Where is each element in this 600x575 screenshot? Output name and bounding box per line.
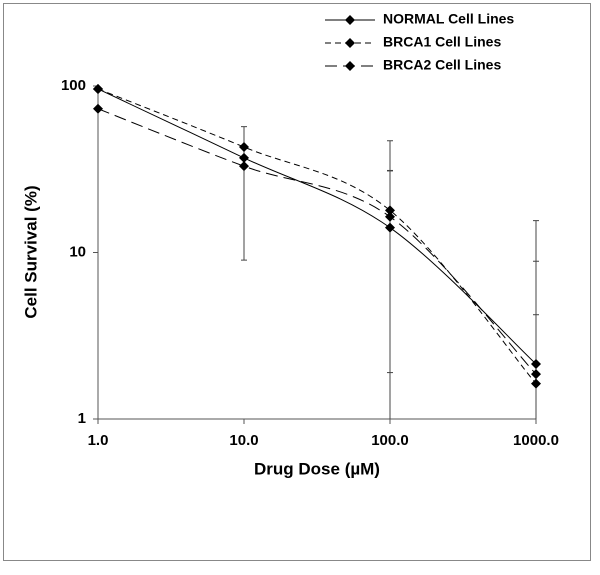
marker	[385, 222, 395, 233]
marker	[531, 369, 541, 380]
x-tick-label: 1000.0	[513, 432, 559, 449]
series-line	[97, 108, 537, 375]
legend-label: NORMAL Cell Lines	[383, 11, 514, 27]
marker	[93, 103, 103, 114]
marker	[531, 378, 541, 389]
marker	[93, 83, 103, 94]
marker	[385, 205, 395, 216]
x-tick-label: 100.0	[371, 432, 409, 449]
y-axis-title: Cell Survival (%)	[21, 185, 40, 318]
y-tick-label: 1	[78, 410, 86, 427]
marker	[239, 152, 249, 163]
y-tick-label: 100	[61, 77, 86, 94]
legend-label: BRCA2 Cell Lines	[383, 57, 501, 73]
marker	[239, 161, 249, 172]
x-axis-title: Drug Dose (µM)	[254, 459, 380, 478]
marker	[385, 211, 395, 222]
marker	[531, 358, 541, 369]
x-tick-label: 1.0	[88, 432, 109, 449]
marker	[239, 142, 249, 153]
chart-border	[3, 3, 591, 561]
legend-marker	[345, 61, 355, 71]
legend-label: BRCA1 Cell Lines	[383, 34, 501, 50]
series-line	[97, 88, 537, 384]
x-tick-label: 10.0	[229, 432, 258, 449]
legend-marker	[345, 15, 355, 25]
legend-marker	[345, 38, 355, 48]
y-tick-label: 10	[69, 243, 86, 260]
